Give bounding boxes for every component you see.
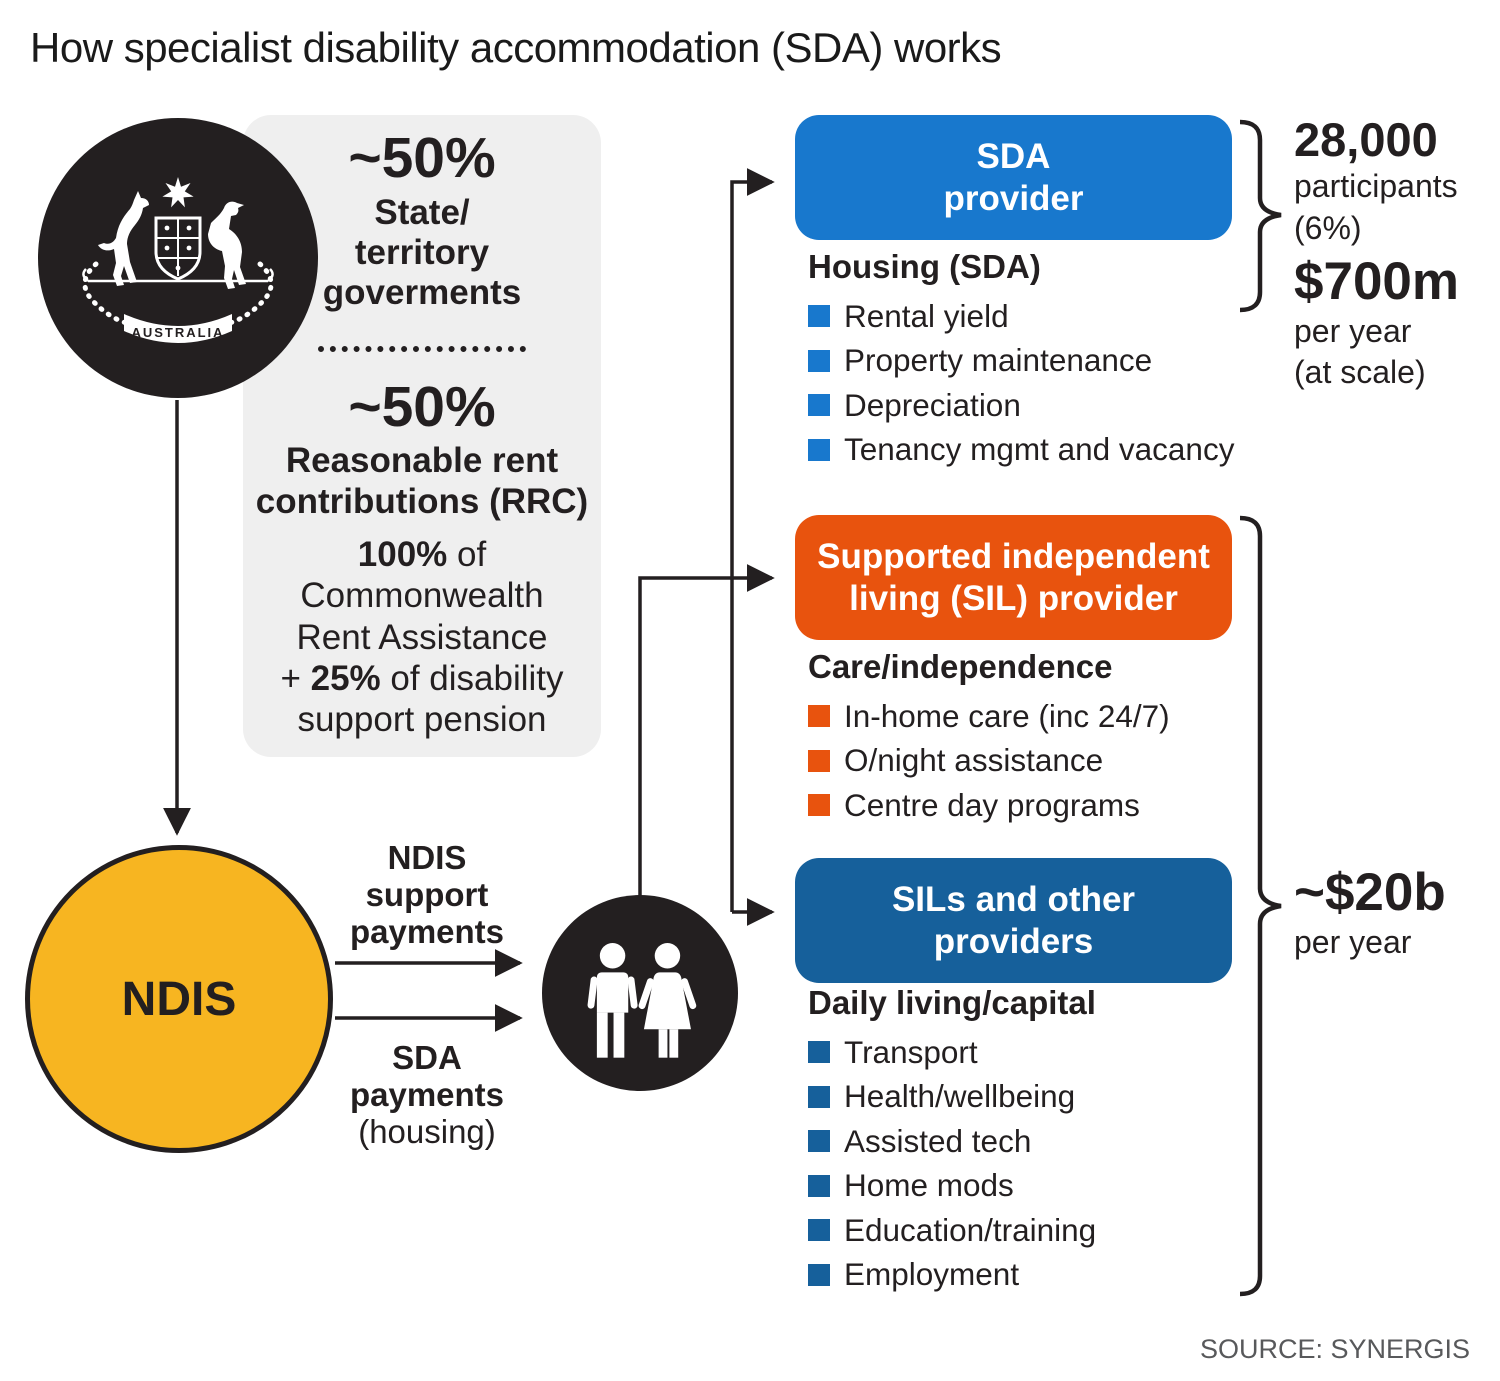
bullet-square-icon bbox=[808, 1085, 830, 1108]
other-providers-title: SILs and other providers bbox=[891, 879, 1136, 961]
dotted-divider bbox=[318, 345, 526, 352]
ndis-circle: NDIS bbox=[25, 845, 333, 1153]
list-item-label: Assisted tech bbox=[844, 1122, 1032, 1159]
bullet-square-icon bbox=[808, 1130, 830, 1153]
list-item-label: Rental yield bbox=[844, 297, 1009, 334]
list-item: Transport bbox=[808, 1030, 1278, 1075]
bullet-square-icon bbox=[808, 305, 830, 328]
list-item: Home mods bbox=[808, 1164, 1278, 1209]
list-item: O/night assistance bbox=[808, 739, 1278, 784]
sda-spend-note: (at scale) bbox=[1294, 354, 1426, 391]
flow-label-sda-payments-note: (housing) bbox=[358, 1112, 496, 1150]
sda-provider-box: SDA provider bbox=[795, 115, 1232, 240]
total-stats: ~$20b per year bbox=[1294, 866, 1494, 961]
list-item: Health/wellbeing bbox=[808, 1075, 1278, 1120]
participants-label: participants bbox=[1294, 168, 1458, 204]
state-share-value: ~50% bbox=[348, 126, 496, 190]
sil-provider-list: Care/independence In-home care (inc 24/7… bbox=[808, 648, 1278, 828]
arrow-participants-to-sda-provider bbox=[730, 168, 775, 912]
list-item: Centre day programs bbox=[808, 783, 1278, 828]
participants-count: 28,000 bbox=[1294, 113, 1438, 166]
bullet-square-icon bbox=[808, 749, 830, 772]
sda-provider-title: SDA provider bbox=[943, 136, 1084, 218]
sda-stats: 28,000 participants (6%) $700m per year … bbox=[1294, 116, 1494, 391]
sda-provider-list: Housing (SDA) Rental yield Property main… bbox=[808, 248, 1278, 472]
flow-label-sda-payments: SDA payments (housing) bbox=[332, 1039, 522, 1151]
list-item-label: Depreciation bbox=[844, 386, 1021, 423]
source-credit: SOURCE: SYNERGIS bbox=[1199, 1334, 1470, 1364]
rrc-detail-text-2: of disability support pension bbox=[297, 658, 564, 740]
man-woman-icon bbox=[542, 895, 738, 1091]
list-item-label: Centre day programs bbox=[844, 786, 1140, 823]
participants-share: (6%) bbox=[1294, 209, 1362, 246]
funding-panel: ~50% State/ territory goverments ~50% Re… bbox=[243, 115, 601, 757]
bullet-square-icon bbox=[808, 705, 830, 728]
list-item: Assisted tech bbox=[808, 1119, 1278, 1164]
other-providers-box: SILs and other providers bbox=[795, 858, 1232, 983]
other-list-heading: Daily living/capital bbox=[808, 984, 1096, 1021]
total-spend-value: ~$20b bbox=[1294, 863, 1446, 922]
page-title: How specialist disability accommodation … bbox=[30, 24, 1002, 71]
other-providers-list: Daily living/capital Transport Health/we… bbox=[808, 984, 1278, 1297]
list-item: In-home care (inc 24/7) bbox=[808, 694, 1278, 739]
sil-provider-title: Supported independent living (SIL) provi… bbox=[817, 536, 1210, 618]
list-item: Tenancy mgmt and vacancy bbox=[808, 428, 1278, 473]
bullet-square-icon bbox=[808, 794, 830, 817]
rrc-detail-text-1: of Commonwealth Rent Assistance + bbox=[280, 534, 548, 698]
bullet-square-icon bbox=[808, 1219, 830, 1242]
list-item-label: Home mods bbox=[844, 1167, 1014, 1204]
state-share-label: State/ territory goverments bbox=[322, 192, 522, 313]
sda-spend-label: per year bbox=[1294, 312, 1412, 349]
rrc-share-value: ~50% bbox=[348, 374, 496, 439]
total-spend-label: per year bbox=[1294, 924, 1412, 960]
list-item-label: Employment bbox=[844, 1256, 1020, 1293]
participants-circle bbox=[542, 895, 738, 1091]
bullet-square-icon bbox=[808, 394, 830, 417]
government-circle: AUSTRALIA bbox=[38, 118, 318, 398]
arrow-participants-to-sil-provider bbox=[638, 564, 775, 897]
list-item-label: Property maintenance bbox=[844, 342, 1153, 379]
list-item: Employment bbox=[808, 1253, 1278, 1298]
rrc-share-label: Reasonable rent contributions (RRC) bbox=[255, 441, 589, 521]
list-item-label: In-home care (inc 24/7) bbox=[844, 697, 1170, 734]
rrc-detail: 100% of Commonwealth Rent Assistance + 2… bbox=[280, 534, 563, 740]
list-item: Education/training bbox=[808, 1208, 1278, 1253]
sda-list-heading: Housing (SDA) bbox=[808, 248, 1041, 285]
australian-coat-of-arms-icon: AUSTRALIA bbox=[38, 118, 318, 398]
ndis-label: NDIS bbox=[121, 972, 237, 1026]
sil-list-heading: Care/independence bbox=[808, 648, 1113, 685]
bullet-square-icon bbox=[808, 349, 830, 372]
list-item: Rental yield bbox=[808, 294, 1278, 339]
list-item-label: Education/training bbox=[844, 1211, 1097, 1248]
flow-label-sda-payments-bold: SDA payments bbox=[349, 1039, 505, 1113]
rrc-detail-pct-2: 25% bbox=[310, 658, 381, 698]
rrc-detail-pct-1: 100% bbox=[357, 534, 448, 574]
bullet-square-icon bbox=[808, 1174, 830, 1197]
list-item: Property maintenance bbox=[808, 339, 1278, 384]
flow-label-ndis-support-payments: NDIS support payments bbox=[349, 839, 505, 950]
list-item-label: O/night assistance bbox=[844, 742, 1104, 779]
bullet-square-icon bbox=[808, 438, 830, 461]
bullet-square-icon bbox=[808, 1263, 830, 1286]
list-item-label: Tenancy mgmt and vacancy bbox=[844, 431, 1235, 468]
list-item: Depreciation bbox=[808, 383, 1278, 428]
emblem-banner-text: AUSTRALIA bbox=[131, 325, 224, 340]
sil-provider-box: Supported independent living (SIL) provi… bbox=[795, 515, 1232, 640]
bullet-square-icon bbox=[808, 1041, 830, 1064]
list-item-label: Health/wellbeing bbox=[844, 1078, 1076, 1115]
sda-spend-value: $700m bbox=[1294, 251, 1460, 311]
list-item-label: Transport bbox=[844, 1033, 978, 1070]
